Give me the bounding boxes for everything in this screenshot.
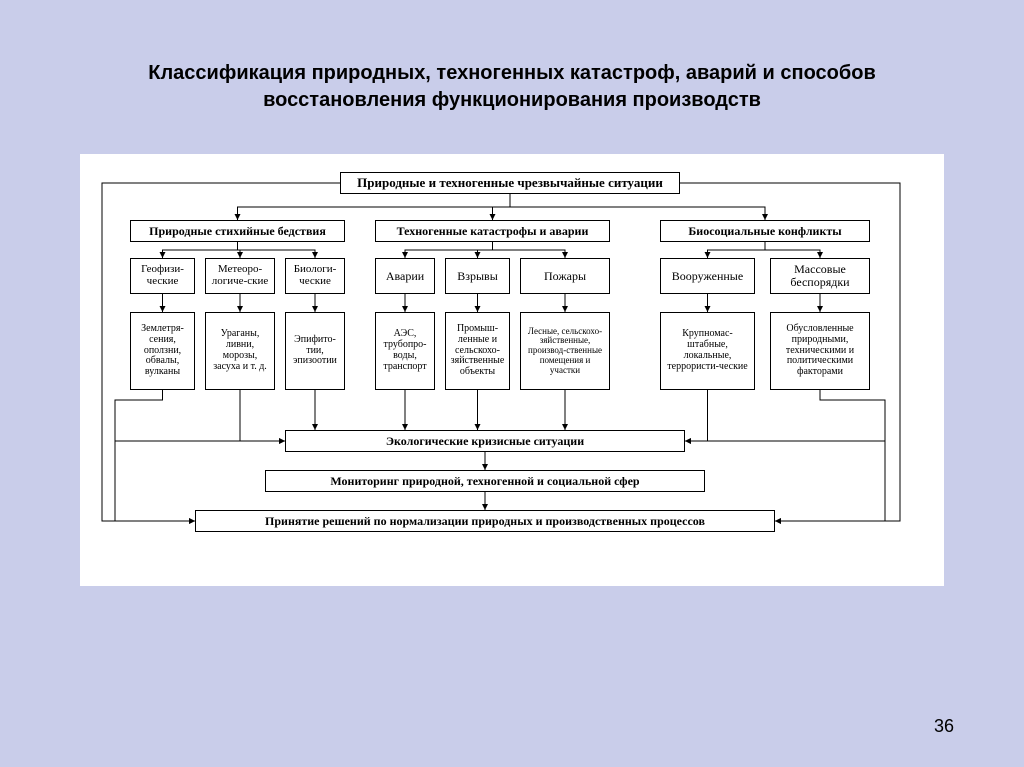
node-riots: Массовые беспорядки bbox=[770, 258, 870, 294]
node-geo2: Землетря-сения, оползни, обвалы, вулканы bbox=[130, 312, 195, 390]
node-armed: Вооруженные bbox=[660, 258, 755, 294]
node-bio: Биосоциальные конфликты bbox=[660, 220, 870, 242]
node-expl2: Промыш-ленные и сельскохо-зяйственные об… bbox=[445, 312, 510, 390]
node-meteo2: Ураганы, ливни, морозы, засуха и т. д. bbox=[205, 312, 275, 390]
page-number: 36 bbox=[934, 716, 954, 737]
node-avar: Аварии bbox=[375, 258, 435, 294]
node-armed2: Крупномас-штабные, локальные, террористи… bbox=[660, 312, 755, 390]
flowchart: Природные и техногенные чрезвычайные сит… bbox=[90, 172, 934, 572]
node-fire: Пожары bbox=[520, 258, 610, 294]
node-nat: Природные стихийные бедствия bbox=[130, 220, 345, 242]
node-root: Природные и техногенные чрезвычайные сит… bbox=[340, 172, 680, 194]
page-title: Классификация природных, техногенных кат… bbox=[0, 0, 1024, 134]
node-biol: Биологи-ческие bbox=[285, 258, 345, 294]
node-tech: Техногенные катастрофы и аварии bbox=[375, 220, 610, 242]
node-biol2: Эпифито-тии, эпизоотии bbox=[285, 312, 345, 390]
node-avar2: АЭС, трубопро-воды, транспорт bbox=[375, 312, 435, 390]
diagram-container: Природные и техногенные чрезвычайные сит… bbox=[80, 154, 944, 586]
node-mon: Мониторинг природной, техногенной и соци… bbox=[265, 470, 705, 492]
node-eco: Экологические кризисные ситуации bbox=[285, 430, 685, 452]
node-fire2: Лесные, сельскохо-зяйственные, производ-… bbox=[520, 312, 610, 390]
node-expl: Взрывы bbox=[445, 258, 510, 294]
node-meteo: Метеоро-логиче-ские bbox=[205, 258, 275, 294]
node-riots2: Обусловленные природными, техническими и… bbox=[770, 312, 870, 390]
node-dec: Принятие решений по нормализации природн… bbox=[195, 510, 775, 532]
node-geo: Геофизи-ческие bbox=[130, 258, 195, 294]
